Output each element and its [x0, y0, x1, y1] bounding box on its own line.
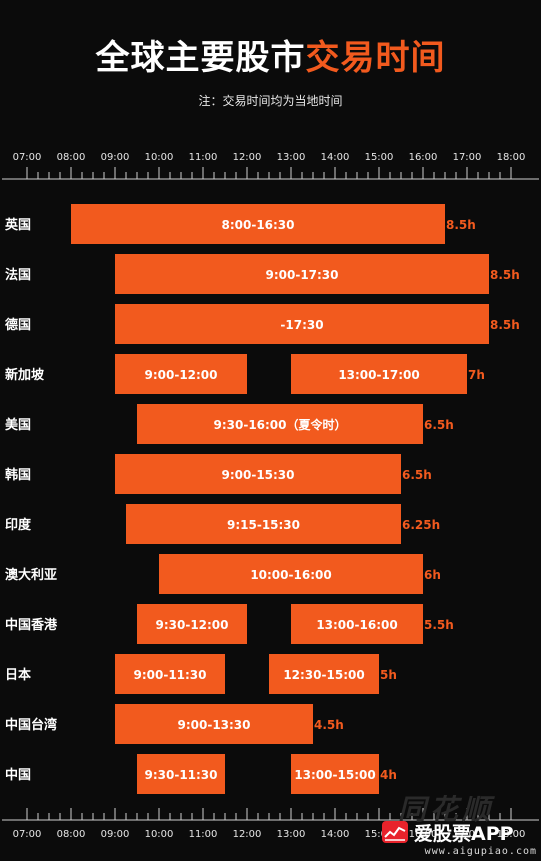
- row-label: 德国: [5, 317, 31, 333]
- x-tick-label: 15:00: [365, 829, 394, 840]
- x-tick-label: 12:00: [233, 152, 262, 163]
- session-label: 9:00-12:00: [144, 368, 217, 382]
- session-bar: [137, 604, 247, 644]
- duration-label: 8.5h: [446, 218, 476, 232]
- row-label: 中国台湾: [5, 717, 57, 733]
- duration-label: 4h: [380, 768, 397, 782]
- time-ruler-top: [2, 167, 539, 180]
- session-bar: [71, 204, 445, 244]
- x-tick-label: 11:00: [189, 152, 218, 163]
- title-highlight: 交易时间: [305, 38, 446, 78]
- x-tick-label: 13:00: [277, 152, 306, 163]
- duration-label: 8.5h: [490, 268, 520, 282]
- site-url: www.aigupiao.com: [424, 846, 537, 857]
- row-label: 新加坡: [5, 367, 45, 383]
- x-tick-label: 10:00: [145, 829, 174, 840]
- x-tick-label: 08:00: [57, 152, 86, 163]
- brand-name: 爱股票APP: [414, 822, 514, 845]
- row-label: 英国: [4, 217, 31, 233]
- session-bar: [137, 404, 423, 444]
- session-label: 9:00-17:30: [265, 268, 338, 282]
- session-label: 13:00-15:00: [294, 768, 375, 782]
- x-tick-label: 18:00: [497, 152, 526, 163]
- x-tick-label: 10:00: [145, 152, 174, 163]
- x-tick-label: 14:00: [321, 152, 350, 163]
- session-label: 9:00-13:30: [177, 718, 250, 732]
- x-tick-label: 16:00: [409, 152, 438, 163]
- row-label: 韩国: [5, 467, 31, 483]
- duration-label: 5h: [380, 668, 397, 682]
- x-tick-label: 18:00: [497, 829, 526, 840]
- x-tick-label: 08:00: [57, 829, 86, 840]
- title-main: 全球主要股市: [95, 38, 306, 78]
- duration-label: 6.5h: [424, 418, 454, 432]
- page-title: 全球主要股市交易时间: [0, 30, 541, 79]
- x-tick-label: 11:00: [189, 829, 218, 840]
- brand: 爱股票APP: [382, 820, 514, 845]
- session-bar: [291, 754, 379, 794]
- session-label: 9:00-11:30: [133, 668, 206, 682]
- row-label: 印度: [5, 517, 32, 533]
- x-tick-label: 16:00: [409, 829, 438, 840]
- session-label: 9:30-12:00: [155, 618, 228, 632]
- session-bar: [126, 504, 401, 544]
- duration-label: 6.5h: [402, 468, 432, 482]
- session-label: -17:30: [280, 318, 323, 332]
- session-bar: [115, 354, 247, 394]
- session-bar: [115, 254, 489, 294]
- row-label: 日本: [5, 667, 31, 683]
- session-label: 9:00-15:30: [221, 468, 294, 482]
- x-tick-label: 13:00: [277, 829, 306, 840]
- x-tick-label: 14:00: [321, 829, 350, 840]
- x-tick-label: 09:00: [101, 152, 130, 163]
- x-tick-label: 09:00: [101, 829, 130, 840]
- session-bar: [291, 354, 467, 394]
- duration-label: 6h: [424, 568, 441, 582]
- x-tick-label: 07:00: [13, 152, 42, 163]
- session-label: 8:00-16:30: [221, 218, 294, 232]
- watermark: 同花顺: [398, 793, 495, 826]
- duration-label: 4.5h: [314, 718, 344, 732]
- row-label: 美国: [5, 417, 31, 433]
- session-label: 13:00-16:00: [316, 618, 397, 632]
- session-bar: [269, 654, 379, 694]
- row-label: 法国: [5, 267, 31, 283]
- x-tick-label: 12:00: [233, 829, 262, 840]
- duration-label: 8.5h: [490, 318, 520, 332]
- duration-label: 6.25h: [402, 518, 440, 532]
- session-label: 9:15-15:30: [227, 518, 300, 532]
- stock-chart-icon: [382, 821, 408, 843]
- time-ruler-bottom: [2, 808, 539, 821]
- session-label: 10:00-16:00: [250, 568, 331, 582]
- session-label: 9:30-11:30: [144, 768, 217, 782]
- session-bar: [137, 754, 225, 794]
- duration-label: 5.5h: [424, 618, 454, 632]
- session-bar: [115, 704, 313, 744]
- session-bar: [115, 654, 225, 694]
- x-tick-label: 17:00: [453, 152, 482, 163]
- session-label: 12:30-15:00: [283, 668, 364, 682]
- x-tick-label: 17:00: [453, 829, 482, 840]
- x-tick-label: 07:00: [13, 829, 42, 840]
- footnote: 注：交易时间均为当地时间: [198, 94, 343, 108]
- row-label: 中国香港: [5, 617, 58, 633]
- session-bar: [115, 304, 489, 344]
- session-bar: [291, 604, 423, 644]
- session-label: 9:30-16:00（夏令时）: [213, 417, 346, 432]
- row-label: 中国: [5, 767, 31, 783]
- session-label: 13:00-17:00: [338, 368, 419, 382]
- session-bar: [159, 554, 423, 594]
- row-label: 澳大利亚: [5, 567, 57, 583]
- session-bar: [115, 454, 401, 494]
- duration-label: 7h: [468, 368, 485, 382]
- x-tick-label: 15:00: [365, 152, 394, 163]
